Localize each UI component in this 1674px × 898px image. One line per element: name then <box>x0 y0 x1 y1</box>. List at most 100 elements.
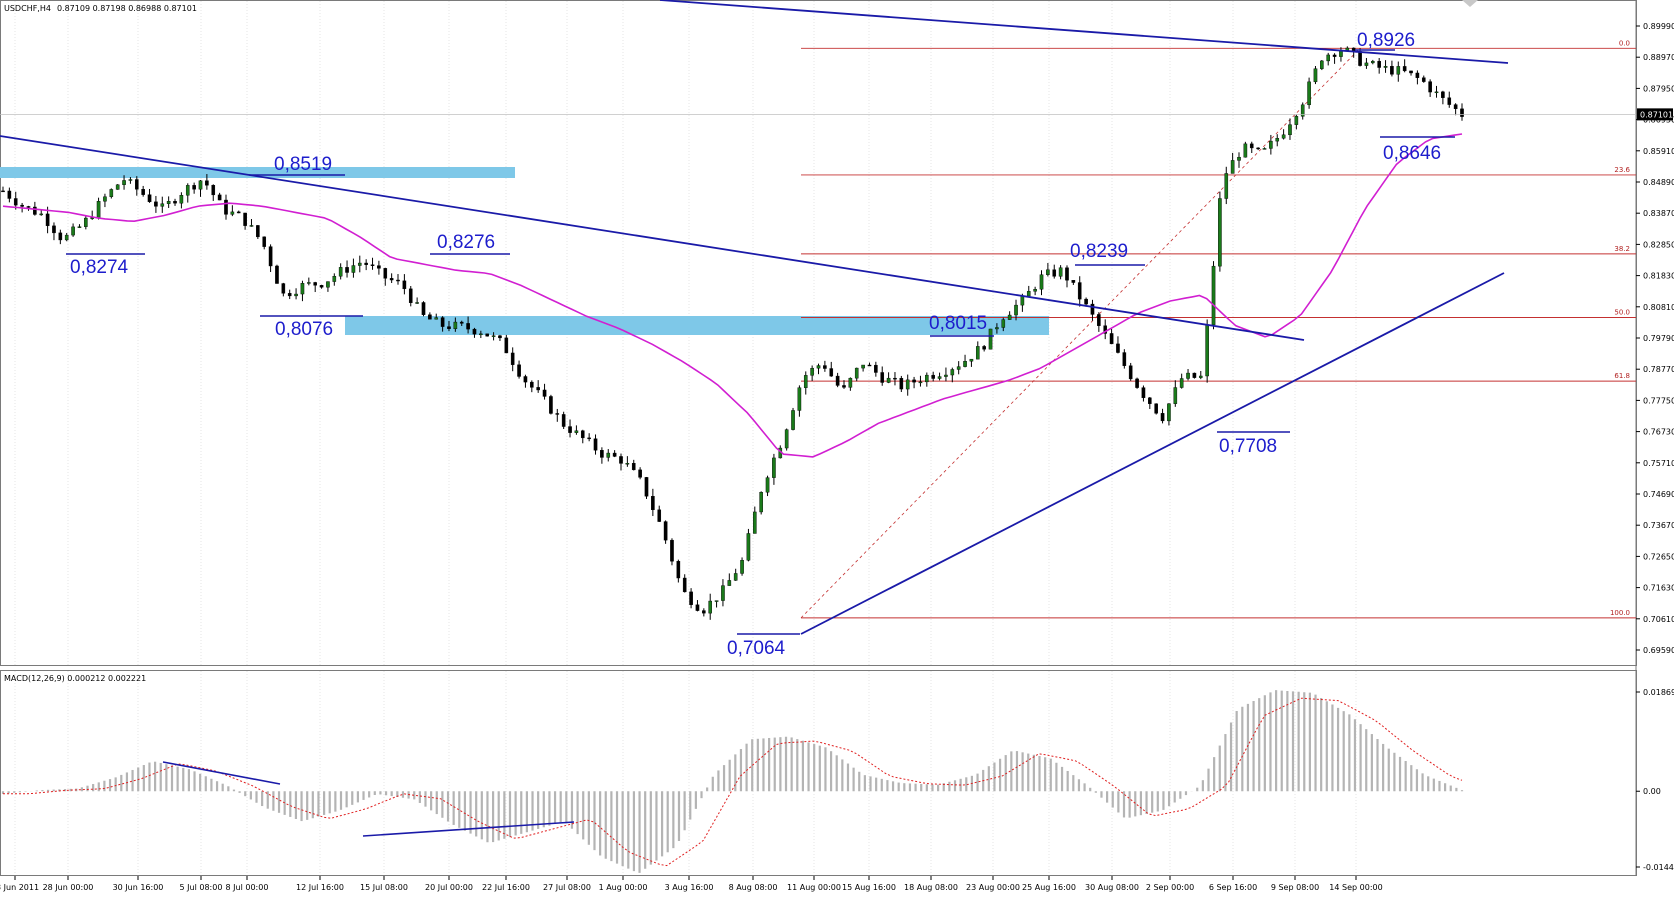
candle-body <box>332 276 337 282</box>
candle-body <box>1358 51 1362 66</box>
candle-body <box>268 246 273 267</box>
candle-body <box>561 414 566 427</box>
time-tick-label: 3 Aug 16:00 <box>665 883 714 892</box>
candle-body <box>1046 269 1050 275</box>
candle-body <box>995 327 999 330</box>
price-annotation: 0,8276 <box>437 232 495 253</box>
candle-body <box>338 267 343 277</box>
candle-body <box>721 585 725 601</box>
resistance-trendline-upper <box>659 0 1509 64</box>
candle-body <box>351 265 356 273</box>
candle-body <box>192 185 196 190</box>
trendlines <box>0 0 1509 635</box>
candle-body <box>542 389 547 397</box>
time-axis: 23 Jun 2011 28 Jun 00:00 30 Jun 16:00 5 Jul… <box>0 876 1383 892</box>
time-tick-label: 15 Jul 08:00 <box>360 883 408 892</box>
price-tick-label: 0.72650 <box>1643 552 1674 561</box>
candle-body <box>1460 108 1464 117</box>
symbol-label: USDCHF,H4 0.87109 0.87198 0.86988 0.87101 <box>4 4 197 13</box>
candle-body <box>848 377 853 388</box>
candle-body <box>510 352 515 365</box>
candle-body <box>1071 280 1076 283</box>
candle-body <box>829 368 834 377</box>
candle-body <box>950 369 955 376</box>
candle-body <box>211 185 216 196</box>
candle-body <box>1288 124 1292 136</box>
candle-body <box>867 364 872 367</box>
candle-body <box>224 199 228 215</box>
candle-body <box>313 282 317 286</box>
candle-body <box>52 225 56 234</box>
price-tick-label: 0.84890 <box>1643 178 1674 187</box>
candle-body <box>1383 66 1388 68</box>
price-annotation: 0,8239 <box>1070 241 1128 262</box>
candle-body <box>1160 413 1165 422</box>
candle-body <box>638 469 642 478</box>
price-annotation: 0,8519 <box>274 154 332 175</box>
candle-body <box>1020 295 1025 306</box>
candle-body <box>1065 267 1069 281</box>
candle-body <box>1 190 5 193</box>
time-tick-label: 8 Jul 00:00 <box>226 883 269 892</box>
candle-body <box>1300 104 1305 117</box>
candle-body <box>1434 91 1439 94</box>
zone-0-8519 <box>0 167 515 178</box>
candle-body <box>1441 91 1445 98</box>
candle-body <box>912 379 916 383</box>
candle-body <box>1275 138 1280 142</box>
candle-body <box>64 234 69 241</box>
candle-body <box>752 511 757 534</box>
candle-body <box>791 410 795 430</box>
candle-body <box>262 236 267 247</box>
candle-body <box>198 180 203 190</box>
candle-body <box>498 335 502 339</box>
price-tick-label: 0.74690 <box>1643 490 1674 499</box>
candle-body <box>459 321 464 324</box>
candle-body <box>689 591 693 605</box>
fib-level-label: 23.6 <box>1614 166 1630 174</box>
candle-body <box>523 376 528 383</box>
candle-body <box>96 201 101 218</box>
chart-shift-marker[interactable] <box>1462 0 1478 7</box>
candle-body <box>1001 319 1006 328</box>
time-tick-label: 15 Aug 16:00 <box>842 883 896 892</box>
candle-body <box>600 450 604 458</box>
candle-body <box>727 580 732 586</box>
candle-body <box>702 610 706 614</box>
price-tick-label: 0.71630 <box>1643 584 1674 593</box>
candle-body <box>663 521 668 541</box>
candle-body <box>39 213 44 216</box>
fibonacci-levels: 0.0 23.6 38.2 50.0 61.8 100.0 <box>800 39 1636 619</box>
candle-body <box>275 265 279 284</box>
candle-body <box>746 533 751 561</box>
candle-body <box>644 477 649 497</box>
price-tick-label: 0.89990 <box>1643 22 1674 31</box>
candle-body <box>854 367 859 379</box>
candle-body <box>256 225 260 238</box>
candle-body <box>389 278 394 281</box>
candle-body <box>1320 60 1324 69</box>
candle-body <box>880 372 885 383</box>
candle-body <box>103 196 107 202</box>
candle-body <box>937 376 942 379</box>
candle-body <box>1377 60 1381 68</box>
fib-diagonal <box>800 48 1361 619</box>
candle-body <box>797 387 802 411</box>
price-tick-label: 0.78770 <box>1643 365 1674 374</box>
candle-body <box>1097 314 1101 326</box>
candle-body <box>141 189 145 195</box>
candle-body <box>695 604 700 611</box>
candle-body <box>1211 265 1216 326</box>
candle-body <box>1269 140 1273 149</box>
candle-body <box>536 387 540 391</box>
candle-body <box>45 213 50 227</box>
ma-line <box>2 133 1463 458</box>
candle-body <box>759 492 763 513</box>
candle-body <box>1039 274 1044 290</box>
candle-body <box>956 366 961 370</box>
candle-body <box>593 438 598 451</box>
candle-body <box>651 496 655 511</box>
candle-body <box>326 281 330 288</box>
candle-body <box>472 328 477 335</box>
